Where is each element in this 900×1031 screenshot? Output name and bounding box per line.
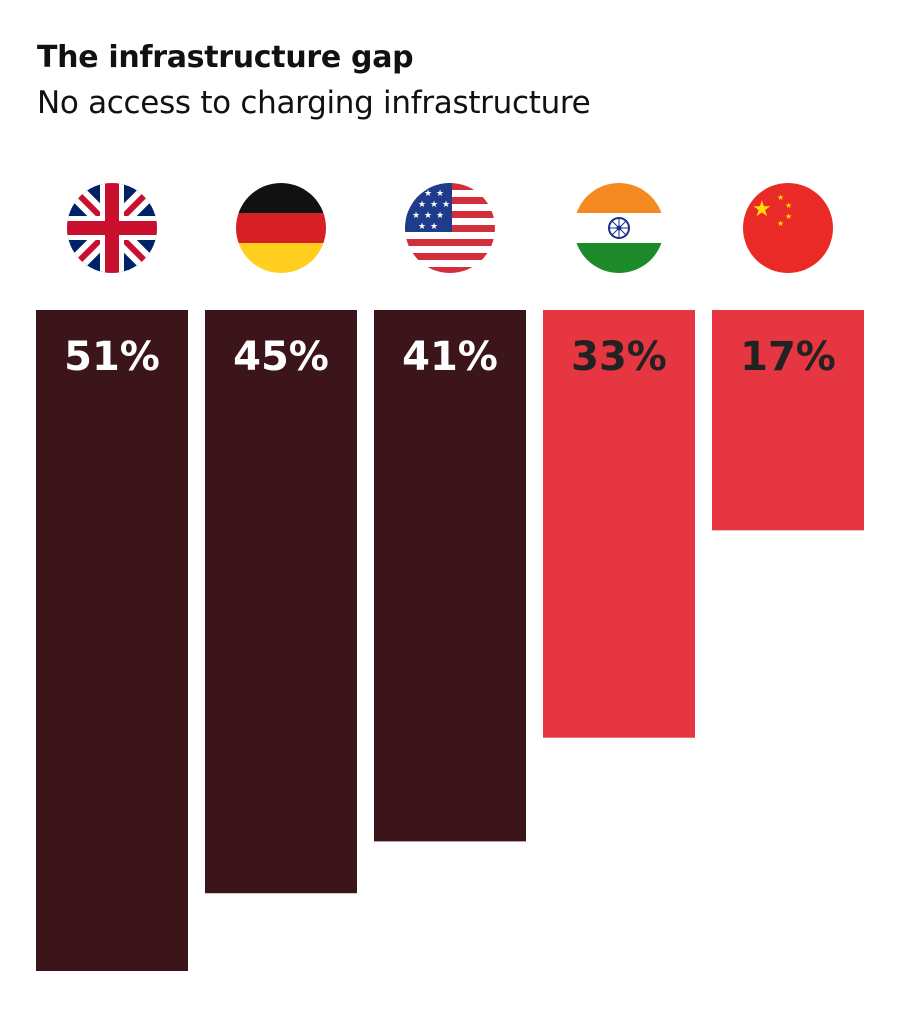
bar-usa [374, 310, 526, 842]
chart-title: The infrastructure gap [37, 40, 414, 75]
bar-uk [36, 310, 188, 971]
svg-text:★: ★ [442, 200, 450, 210]
germany-flag-icon [236, 183, 326, 273]
svg-text:★: ★ [785, 201, 792, 210]
bar-value-label-germany: 45% [233, 334, 329, 380]
svg-text:★: ★ [777, 219, 784, 228]
bar-value-label-usa: 41% [402, 334, 498, 380]
svg-text:★: ★ [752, 197, 772, 222]
china-flag-icon: ★ ★ ★ ★ ★ [743, 183, 833, 273]
svg-text:★: ★ [424, 211, 432, 221]
india-flag-icon [574, 183, 664, 273]
bars-group: 51% 45% 41% 33% 17% [36, 310, 864, 971]
svg-text:★: ★ [436, 189, 444, 199]
svg-text:★: ★ [424, 189, 432, 199]
bar-value-label-india: 33% [571, 334, 667, 380]
svg-text:★: ★ [430, 200, 438, 210]
chart-subtitle: No access to charging infrastructure [37, 85, 591, 121]
svg-text:★: ★ [436, 211, 444, 221]
bar-value-label-china: 17% [740, 334, 836, 380]
svg-text:★: ★ [412, 189, 420, 199]
svg-text:★: ★ [785, 212, 792, 221]
svg-text:★: ★ [418, 200, 426, 210]
svg-text:★: ★ [418, 222, 426, 232]
usa-flag-icon: ★ ★ ★ ★ ★ ★ ★ ★ ★ ★ ★ [405, 183, 495, 273]
uk-flag-icon [67, 183, 157, 273]
svg-text:★: ★ [430, 222, 438, 232]
bar-germany [205, 310, 357, 894]
bar-china [712, 310, 864, 531]
svg-text:★: ★ [777, 193, 784, 202]
bar-value-label-uk: 51% [64, 334, 160, 380]
svg-text:★: ★ [412, 211, 420, 221]
bar-india [543, 310, 695, 738]
